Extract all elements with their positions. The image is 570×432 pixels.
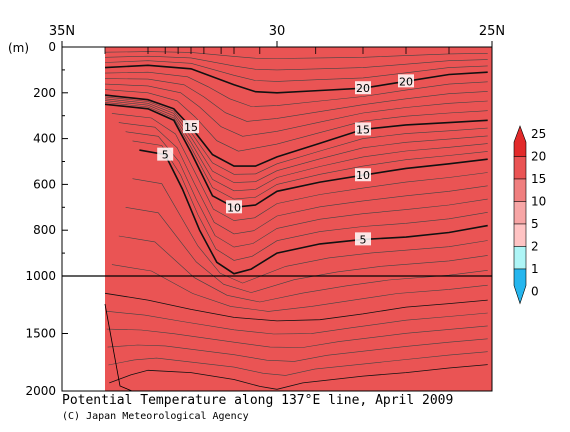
x-tick-label: 25N	[479, 24, 505, 39]
colorbar-label: 5	[531, 217, 539, 231]
colorbar-segment	[513, 201, 527, 225]
temperature-field	[105, 47, 492, 391]
isotherm-label-bg	[355, 122, 371, 136]
minor-isotherm	[108, 351, 488, 376]
minor-isotherm	[105, 71, 488, 107]
minor-isotherm	[118, 122, 488, 235]
x-tick-label: 30	[269, 24, 286, 39]
minor-isotherm	[105, 55, 488, 71]
colorbar-label: 15	[531, 172, 546, 186]
minor-isotherms	[105, 51, 488, 376]
no-data-area	[62, 47, 105, 391]
y-axis-unit: (m)	[8, 41, 29, 55]
isotherm-5	[139, 149, 488, 275]
colorbar-segment	[513, 223, 527, 247]
y-axis-ticks: 0 200 400 600 800 1000 1500 2000	[25, 40, 68, 398]
colorbar-segment	[513, 156, 527, 180]
x-tick-label: 35N	[49, 24, 75, 39]
colorbar-segment	[513, 246, 527, 270]
bottom-topography-line	[104, 303, 133, 392]
colorbar-label: 10	[531, 195, 546, 209]
chart-title: Potential Temperature along 137°E line, …	[62, 393, 454, 408]
isotherm-label: 5	[162, 149, 169, 162]
y-tick-label: 2000	[25, 384, 56, 398]
isotherm-label: 10	[227, 201, 241, 214]
minor-isotherm	[105, 98, 488, 183]
isotherm-label-bg	[355, 232, 371, 246]
x-axis-ticks: 35N 30 25N	[49, 24, 505, 54]
colorbar-segment	[513, 268, 527, 305]
colorbar-label: 25	[531, 127, 546, 141]
minor-isotherm	[105, 60, 488, 82]
isotherm-label: 15	[356, 123, 370, 136]
isotherm-labels: 20 20 15 15 10 10 5 5	[157, 74, 414, 246]
y-tick-label: 400	[33, 132, 56, 146]
minor-isotherm	[105, 51, 488, 59]
minor-isotherm	[105, 83, 488, 137]
minor-isotherm	[105, 96, 488, 175]
minor-isotherm	[106, 325, 488, 348]
colorbar-segment	[513, 125, 527, 157]
isotherm-label: 5	[360, 233, 367, 246]
minor-isotherm	[107, 338, 488, 362]
isotherm-label-bg	[355, 81, 371, 95]
y-tick-label: 0	[48, 40, 56, 54]
isotherm-15	[105, 94, 488, 167]
isotherm-label-bg	[398, 74, 414, 88]
minor-isotherm	[125, 131, 488, 248]
isotherm-10	[105, 103, 488, 209]
minor-isotherm	[105, 89, 488, 152]
isotherm-2	[105, 292, 488, 322]
isotherm-label: 10	[356, 169, 370, 182]
minor-isotherm	[105, 310, 488, 335]
colorbar-label: 0	[531, 285, 539, 299]
isotherm-label-bg	[355, 168, 371, 182]
isotherm-1	[109, 364, 488, 390]
y-tick-label: 600	[33, 177, 56, 191]
y-tick-label: 800	[33, 223, 56, 237]
minor-isotherm	[125, 207, 488, 293]
isotherm-label-bg	[226, 200, 242, 214]
minor-isotherm	[105, 102, 488, 200]
minor-isotherm	[132, 140, 488, 261]
chart-credit: (C) Japan Meteorological Agency	[62, 411, 249, 422]
y-tick-label: 1500	[25, 327, 56, 341]
minor-isotherm	[105, 100, 488, 192]
minor-isotherm	[111, 264, 488, 312]
colorbar-segment	[513, 178, 527, 202]
colorbar-label: 2	[531, 240, 539, 254]
isotherm-label-bg	[157, 147, 174, 161]
minor-isotherm	[118, 235, 488, 303]
minor-isotherm	[132, 178, 488, 284]
colorbar-label: 1	[531, 262, 539, 276]
isotherm-label: 20	[356, 82, 370, 95]
major-isotherms	[105, 64, 488, 390]
isotherm-label: 15	[184, 121, 198, 134]
y-tick-label: 200	[33, 86, 56, 100]
minor-isotherm	[105, 78, 488, 122]
isotherm-label-bg	[183, 120, 199, 134]
y-tick-label: 1000	[25, 269, 56, 283]
minor-isotherm	[111, 113, 488, 221]
isotherm-label: 20	[399, 75, 413, 88]
band-20-to-25	[105, 47, 492, 391]
colorbar-label: 20	[531, 150, 546, 164]
